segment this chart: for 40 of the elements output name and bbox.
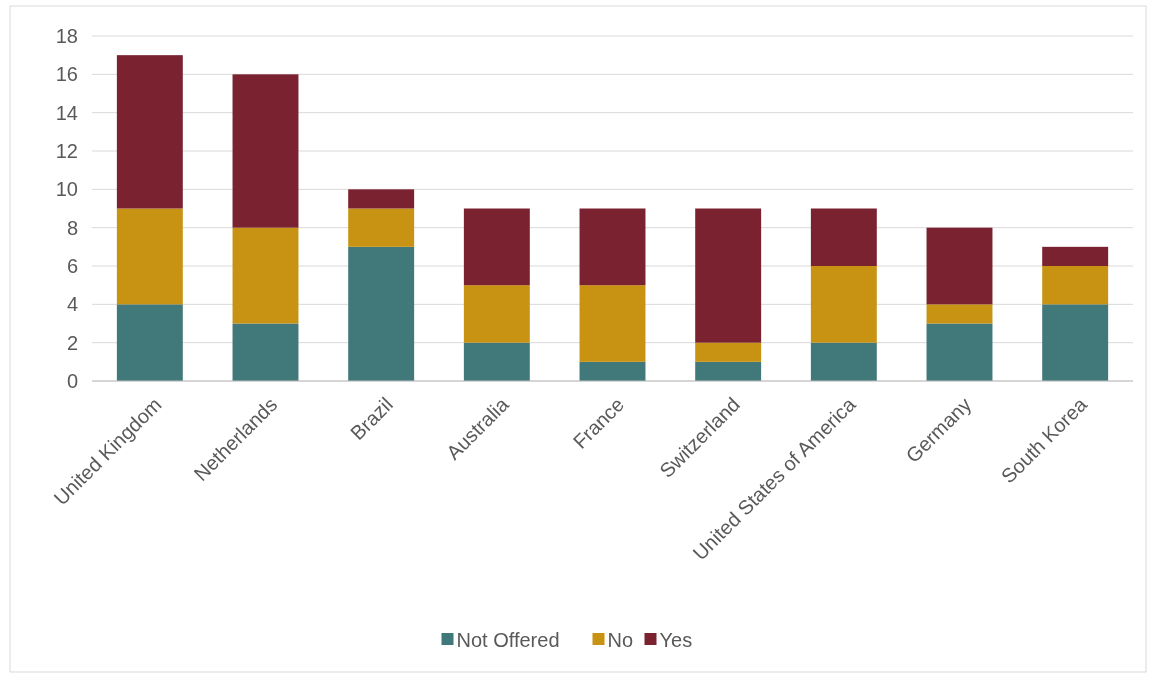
bar	[695, 361, 762, 381]
bar	[1042, 304, 1109, 381]
y-tick-label: 14	[55, 101, 78, 124]
bar	[810, 208, 877, 266]
bar	[232, 323, 299, 381]
y-tick-label: 4	[66, 293, 78, 316]
bar	[348, 246, 415, 381]
bar	[348, 189, 415, 209]
y-tick-label: 2	[66, 331, 78, 354]
bar	[926, 323, 993, 381]
legend-label: No	[607, 629, 634, 651]
bar	[579, 361, 646, 381]
y-tick-label: 6	[66, 255, 78, 277]
legend-label: Not Offered	[456, 629, 560, 651]
bar	[926, 304, 993, 324]
bar	[463, 208, 530, 286]
bar	[695, 342, 762, 362]
y-tick-label: 8	[66, 216, 78, 239]
bar	[579, 285, 646, 362]
y-tick-label: 10	[55, 178, 78, 201]
bar	[463, 342, 530, 381]
bar	[1042, 246, 1109, 266]
bar	[695, 208, 762, 343]
bar	[810, 342, 877, 381]
bar	[116, 304, 183, 381]
bar	[579, 208, 646, 286]
bar	[1042, 266, 1109, 305]
bar	[232, 227, 299, 324]
y-tick-label: 12	[55, 140, 78, 162]
bar	[810, 266, 877, 343]
bar	[926, 227, 993, 305]
bar	[463, 285, 530, 343]
y-tick-label: 0	[66, 370, 78, 392]
y-tick-label: 16	[55, 63, 78, 86]
bar	[232, 74, 299, 228]
bar	[116, 55, 183, 209]
y-tick-label: 18	[55, 25, 78, 47]
legend-label: Yes	[659, 629, 693, 651]
bar	[116, 208, 183, 305]
bar	[348, 208, 415, 247]
